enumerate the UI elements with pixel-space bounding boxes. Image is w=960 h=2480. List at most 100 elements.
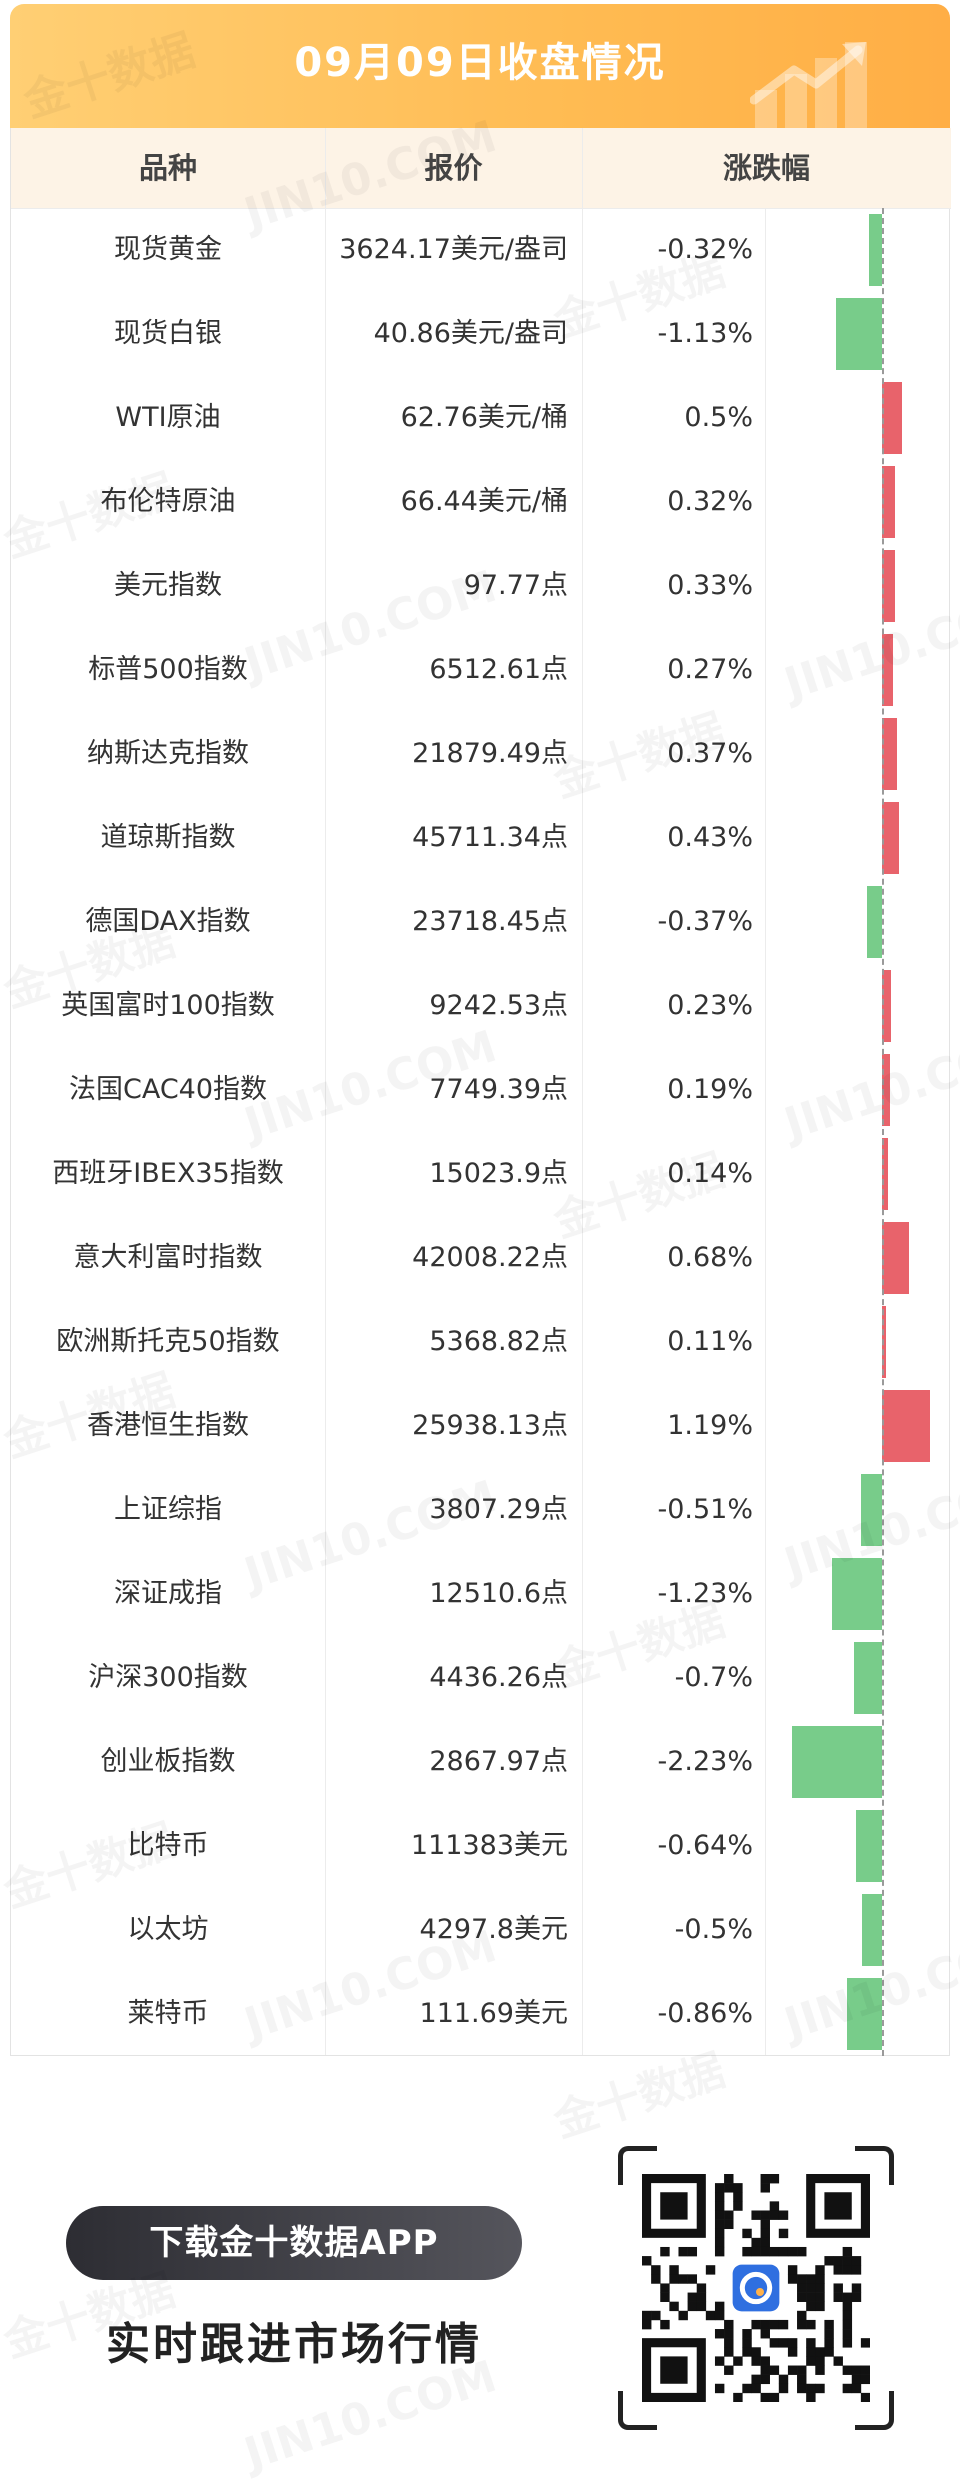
instrument-price: 45711.34点 — [412, 822, 568, 853]
change-percent: 0.5% — [684, 402, 753, 433]
table-row: WTI原油 62.76美元/桶 0.5% — [11, 376, 951, 460]
instrument-name: 比特币 — [127, 1830, 209, 1861]
trend-arrow-icon — [750, 42, 866, 105]
change-bar-negative — [847, 1978, 882, 2050]
instrument-price: 111.69美元 — [419, 1998, 568, 2029]
change-bar-positive — [882, 634, 893, 706]
instrument-name: 现货白银 — [114, 318, 222, 349]
instrument-price: 12510.6点 — [429, 1578, 568, 1609]
instrument-name: 意大利富时指数 — [73, 1242, 263, 1273]
instrument-price: 40.86美元/盎司 — [373, 318, 568, 349]
table-row: 布伦特原油 66.44美元/桶 0.32% — [11, 460, 951, 544]
column-divider — [325, 128, 326, 2055]
change-bar-negative — [832, 1558, 882, 1630]
column-header-price: 报价 — [424, 151, 483, 185]
change-percent: -1.23% — [657, 1578, 753, 1609]
change-bar-negative — [792, 1726, 882, 1798]
change-bar-negative — [861, 1894, 882, 1966]
change-percent: -0.64% — [657, 1830, 753, 1861]
change-bar-positive — [882, 466, 895, 538]
instrument-name: 现货黄金 — [114, 234, 222, 265]
change-percent: 0.32% — [667, 486, 753, 517]
instrument-name: 道琼斯指数 — [100, 822, 236, 853]
instrument-name: 沪深300指数 — [88, 1662, 248, 1693]
change-bar-negative — [853, 1642, 882, 1714]
table-row: 现货黄金 3624.17美元/盎司 -0.32% — [11, 208, 951, 292]
column-divider — [582, 128, 583, 2055]
instrument-price: 42008.22点 — [412, 1242, 568, 1273]
change-percent: -1.13% — [657, 318, 753, 349]
instrument-price: 2867.97点 — [429, 1746, 568, 1777]
change-bar-positive — [882, 1306, 887, 1378]
change-bar-positive — [882, 550, 896, 622]
change-percent: -0.32% — [657, 234, 753, 265]
table-row: 以太坊 4297.8美元 -0.5% — [11, 1888, 951, 1972]
instrument-name: 莱特币 — [127, 1998, 209, 2029]
frame-corner — [855, 2146, 894, 2185]
table-row: 标普500指数 6512.61点 0.27% — [11, 628, 951, 712]
column-header-name: 品种 — [138, 151, 197, 185]
instrument-price: 62.76美元/桶 — [400, 402, 568, 433]
table-row: 德国DAX指数 23718.45点 -0.37% — [11, 880, 951, 964]
instrument-price: 4436.26点 — [429, 1662, 568, 1693]
table-row: 意大利富时指数 42008.22点 0.68% — [11, 1216, 951, 1300]
change-percent: 0.27% — [667, 654, 753, 685]
instrument-name: WTI原油 — [115, 402, 221, 433]
table-row: 沪深300指数 4436.26点 -0.7% — [11, 1636, 951, 1720]
change-percent: 0.23% — [667, 990, 753, 1021]
change-bar-positive — [882, 1138, 888, 1210]
instrument-price: 21879.49点 — [412, 738, 568, 769]
decor-bar — [785, 74, 807, 128]
instrument-name: 纳斯达克指数 — [87, 738, 249, 769]
change-bar-positive — [882, 1222, 910, 1294]
instrument-name: 香港恒生指数 — [87, 1410, 249, 1441]
change-percent: -0.37% — [657, 906, 753, 937]
instrument-price: 5368.82点 — [429, 1326, 568, 1357]
table-row: 莱特币 111.69美元 -0.86% — [11, 1972, 951, 2056]
change-percent: -0.7% — [674, 1662, 753, 1693]
instrument-price: 15023.9点 — [429, 1158, 568, 1189]
table-row: 法国CAC40指数 7749.39点 0.19% — [11, 1048, 951, 1132]
change-percent: -2.23% — [657, 1746, 753, 1777]
qr-code-icon[interactable] — [642, 2174, 870, 2402]
change-bar-positive — [882, 1054, 890, 1126]
instrument-price: 9242.53点 — [429, 990, 568, 1021]
quotes-table: 品种 报价 涨跌幅 现货黄金 3624.17美元/盎司 -0.32% 现货白银 40.8… — [10, 128, 951, 2056]
change-percent: 0.11% — [667, 1326, 753, 1357]
instrument-name: 布伦特原油 — [100, 486, 236, 517]
table-header: 品种 报价 涨跌幅 — [11, 128, 951, 209]
table-row: 欧洲斯托克50指数 5368.82点 0.11% — [11, 1300, 951, 1384]
table-row: 英国富时100指数 9242.53点 0.23% — [11, 964, 951, 1048]
change-bar-negative — [836, 298, 882, 370]
instrument-price: 3624.17美元/盎司 — [339, 234, 568, 265]
change-percent: 0.14% — [667, 1158, 753, 1189]
instrument-price: 6512.61点 — [429, 654, 568, 685]
change-bar-negative — [861, 1474, 882, 1546]
change-percent: 0.68% — [667, 1242, 753, 1273]
frame-corner — [618, 2391, 657, 2430]
instrument-price: 111383美元 — [410, 1830, 568, 1861]
table-row: 深证成指 12510.6点 -1.23% — [11, 1552, 951, 1636]
table-row: 现货白银 40.86美元/盎司 -1.13% — [11, 292, 951, 376]
table-row: 纳斯达克指数 21879.49点 0.37% — [11, 712, 951, 796]
change-percent: 0.43% — [667, 822, 753, 853]
footer-slogan: 实时跟进市场行情 — [106, 2319, 482, 2370]
download-app-button[interactable]: 下载金十数据APP — [66, 2206, 522, 2280]
change-bar-positive — [882, 718, 897, 790]
decor-bar — [845, 42, 867, 128]
table-row: 上证综指 3807.29点 -0.51% — [11, 1468, 951, 1552]
decor-bar — [755, 90, 777, 128]
column-divider — [765, 208, 766, 2055]
change-bar-positive — [882, 802, 900, 874]
page-title: 09月09日收盘情况 — [294, 40, 666, 86]
instrument-name: 英国富时100指数 — [61, 990, 275, 1021]
frame-corner — [855, 2391, 894, 2430]
header-banner: 09月09日收盘情况 — [10, 4, 950, 128]
instrument-name: 德国DAX指数 — [85, 906, 251, 937]
table-row: 道琼斯指数 45711.34点 0.43% — [11, 796, 951, 880]
change-percent: -0.51% — [657, 1494, 753, 1525]
instrument-price: 4297.8美元 — [419, 1914, 568, 1945]
table-row: 美元指数 97.77点 0.33% — [11, 544, 951, 628]
change-bar-positive — [882, 970, 892, 1042]
instrument-name: 标普500指数 — [88, 654, 248, 685]
